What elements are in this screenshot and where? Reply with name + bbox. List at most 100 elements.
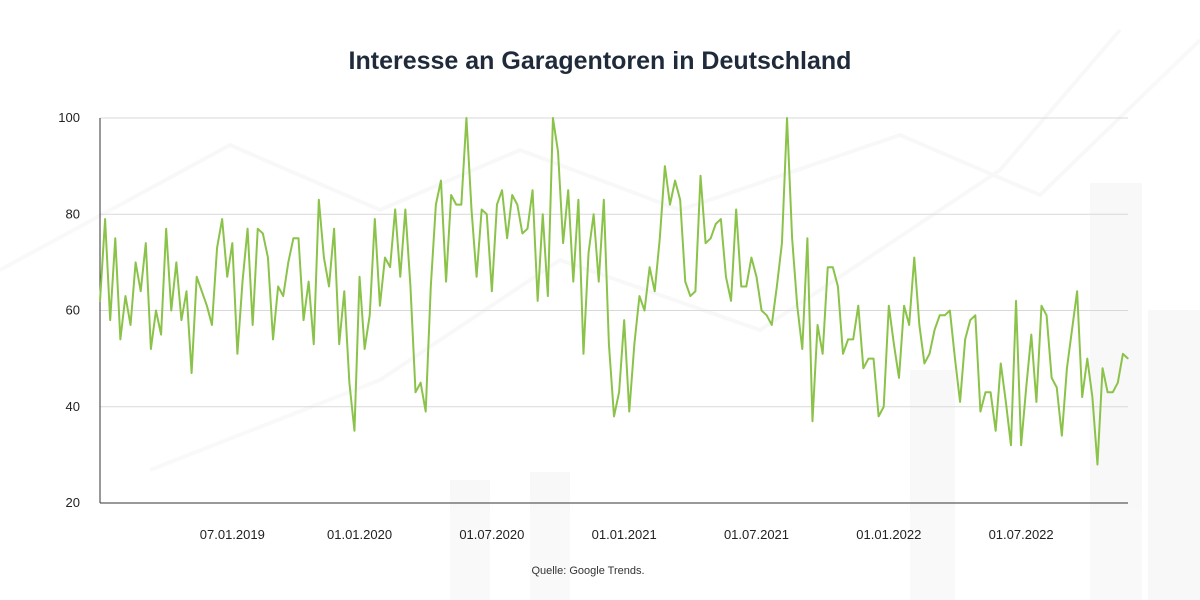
data-point <box>292 237 294 239</box>
data-point <box>572 281 574 283</box>
data-point <box>475 276 478 278</box>
data-point <box>104 218 106 220</box>
data-point <box>582 353 585 355</box>
data-point <box>150 348 152 350</box>
data-point <box>129 324 132 326</box>
data-point <box>455 204 457 206</box>
data-point <box>872 358 875 360</box>
data-point <box>893 343 895 345</box>
y-axis: 20 40 60 80 100 <box>58 110 80 510</box>
data-point <box>109 319 111 321</box>
data-point <box>822 353 824 355</box>
data-point <box>160 333 162 336</box>
data-point <box>1101 367 1104 369</box>
data-point <box>649 266 651 268</box>
data-point <box>379 305 381 307</box>
data-point <box>1127 358 1129 360</box>
data-point <box>277 285 279 288</box>
data-point <box>521 232 523 235</box>
data-point <box>654 290 656 292</box>
data-point <box>913 256 915 259</box>
data-point <box>878 415 880 417</box>
data-point <box>867 358 870 360</box>
data-point <box>526 228 529 230</box>
data-point <box>964 338 966 340</box>
data-point <box>1122 353 1124 355</box>
data-point <box>776 285 778 288</box>
data-point <box>954 358 956 360</box>
data-point <box>959 401 961 403</box>
data-point <box>1066 367 1068 369</box>
data-point <box>282 295 284 297</box>
data-point <box>567 189 569 191</box>
data-point <box>760 309 763 312</box>
data-point <box>180 319 183 321</box>
data-point <box>908 324 910 326</box>
data-point <box>1086 358 1088 360</box>
data-point <box>816 324 819 326</box>
data-point <box>1081 396 1083 398</box>
data-point <box>603 199 605 201</box>
data-point <box>287 261 289 263</box>
data-point <box>537 300 539 302</box>
series-line <box>99 117 1129 466</box>
data-point <box>1112 391 1114 393</box>
data-point <box>501 189 503 191</box>
data-point <box>1025 386 1027 389</box>
data-point <box>308 281 310 283</box>
data-point <box>694 290 697 292</box>
data-point <box>99 300 101 302</box>
data-point <box>705 242 707 244</box>
data-point <box>995 430 997 432</box>
data-point <box>257 228 259 230</box>
data-point <box>918 324 920 326</box>
data-point <box>496 204 498 206</box>
data-point <box>883 406 885 408</box>
data-point <box>1030 333 1032 336</box>
data-point <box>1107 391 1109 393</box>
data-point <box>486 213 488 215</box>
data-point <box>1056 386 1058 389</box>
data-point <box>394 208 396 211</box>
data-point <box>481 208 483 211</box>
data-point <box>119 338 121 340</box>
data-point <box>348 382 350 384</box>
data-point <box>384 256 386 259</box>
data-point <box>720 218 722 220</box>
data-point <box>1117 382 1119 384</box>
data-point <box>1045 314 1048 316</box>
data-point <box>1076 290 1078 292</box>
data-point <box>979 410 982 413</box>
data-point <box>420 382 422 384</box>
data-point <box>623 319 625 321</box>
data-point <box>246 228 249 230</box>
y-tick-label: 20 <box>66 495 80 510</box>
data-point <box>140 290 142 292</box>
data-point <box>465 117 468 119</box>
data-point <box>333 228 335 230</box>
data-point <box>155 309 157 312</box>
data-point <box>608 343 610 345</box>
data-point <box>1010 444 1012 446</box>
data-point <box>684 281 686 283</box>
data-point <box>1000 362 1002 365</box>
data-point <box>710 237 712 239</box>
data-point <box>364 348 366 350</box>
data-point <box>165 228 167 230</box>
data-point <box>374 218 376 220</box>
data-point <box>974 314 976 316</box>
data-point <box>562 242 564 244</box>
data-point <box>669 204 671 206</box>
data-point <box>801 348 803 350</box>
data-point <box>516 204 518 206</box>
data-point <box>832 266 834 268</box>
x-tick-label: 01.01.2022 <box>856 527 921 542</box>
background-decoration <box>0 28 1200 600</box>
data-point <box>252 324 254 326</box>
x-tick-label: 07.01.2019 <box>200 527 265 542</box>
data-point <box>888 305 890 307</box>
x-tick-label: 01.07.2021 <box>724 527 789 542</box>
data-point <box>643 309 646 312</box>
data-point <box>598 281 600 283</box>
data-point <box>323 256 325 259</box>
